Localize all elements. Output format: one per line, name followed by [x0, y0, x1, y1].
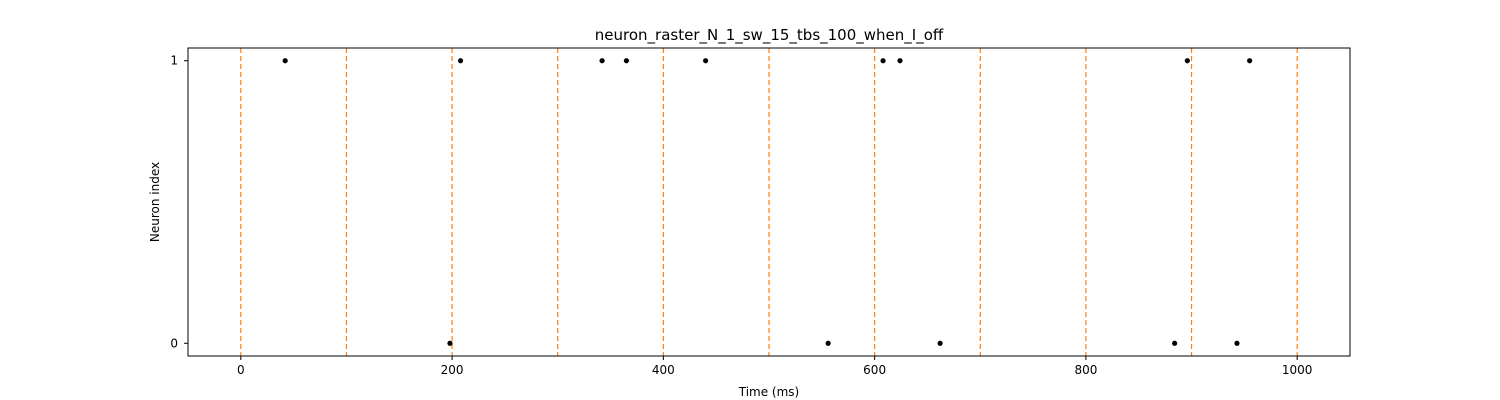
- chart-title: neuron_raster_N_1_sw_15_tbs_100_when_I_o…: [595, 26, 944, 45]
- spike-point: [1172, 340, 1178, 346]
- y-tick-label: 0: [170, 336, 178, 350]
- y-tick-label: 1: [170, 54, 178, 68]
- x-tick-label: 200: [441, 363, 464, 377]
- spike-point: [937, 340, 943, 346]
- x-tick-label: 1000: [1282, 363, 1313, 377]
- spike-point: [880, 58, 886, 64]
- spike-point: [457, 58, 464, 64]
- spike-point: [282, 58, 288, 64]
- spike-point: [599, 58, 605, 64]
- spike-point: [1234, 340, 1240, 346]
- x-tick-label: 0: [237, 363, 245, 377]
- spike-points: [282, 58, 1253, 346]
- x-tick-label: 600: [863, 363, 886, 377]
- x-tick-label: 400: [652, 363, 675, 377]
- vertical-reference-lines: [240, 48, 1298, 356]
- plot-frame: [187, 47, 1351, 357]
- spike-point: [1184, 58, 1190, 64]
- spike-point: [1247, 58, 1253, 64]
- spike-point: [703, 58, 709, 64]
- x-axis-label: Time (ms): [738, 385, 800, 399]
- spike-point: [623, 58, 629, 64]
- spike-point: [825, 340, 831, 346]
- y-axis-ticks: 01: [170, 54, 188, 350]
- x-axis-ticks: 0 200 400 600 800 1000: [237, 356, 1312, 377]
- x-tick-label: 800: [1074, 363, 1097, 377]
- y-axis-label: Neuron index: [148, 162, 162, 242]
- spike-point: [897, 58, 903, 64]
- spike-point: [447, 340, 453, 346]
